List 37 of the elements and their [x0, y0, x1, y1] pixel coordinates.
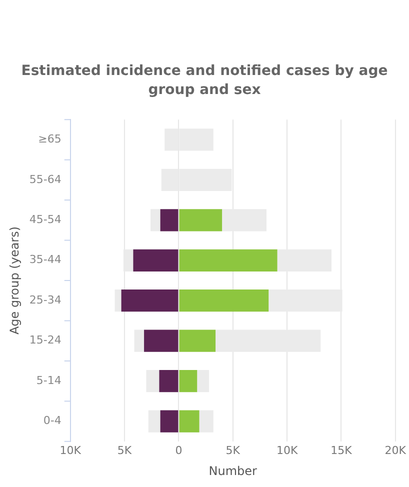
x-tick-label: 5K	[117, 444, 132, 457]
y-tick-label: 0-4	[43, 414, 62, 428]
bar	[179, 290, 269, 312]
bar	[144, 330, 178, 352]
chart-title: Estimated incidence and notified cases by age group and sex	[20, 62, 389, 100]
y-tick-label: 5-14	[36, 374, 62, 387]
bar	[133, 249, 178, 272]
y-axis-title: Age group (years)	[7, 226, 22, 335]
x-tick-label: 5K	[226, 444, 241, 457]
bar	[146, 370, 160, 392]
bar	[179, 209, 222, 232]
bar	[179, 410, 200, 432]
y-tick-label: 25-34	[29, 293, 62, 306]
bar	[179, 330, 216, 352]
x-tick-label: 10K	[276, 444, 298, 457]
x-tick-label: 10K	[60, 444, 82, 457]
x-tick-label: 0	[175, 444, 182, 457]
bar	[160, 410, 178, 432]
bar	[114, 290, 122, 312]
bar	[199, 410, 214, 432]
bar	[159, 370, 178, 392]
bar	[179, 370, 198, 392]
y-tick-label: 15-24	[29, 334, 62, 347]
bar	[148, 410, 160, 432]
bar	[179, 249, 278, 272]
bar	[197, 370, 210, 392]
y-tick-label: 45-54	[29, 213, 62, 226]
bar	[121, 290, 178, 312]
bar	[134, 330, 144, 352]
x-axis-title: Number	[208, 464, 258, 478]
bar	[150, 209, 160, 232]
y-tick-label: 35-44	[29, 253, 62, 266]
bar	[160, 209, 178, 232]
x-tick-label: 20K	[384, 444, 407, 457]
x-tick-label: 15K	[330, 444, 353, 457]
y-tick-label: ≥65	[38, 132, 62, 146]
y-tick-label: 55-64	[29, 172, 62, 186]
